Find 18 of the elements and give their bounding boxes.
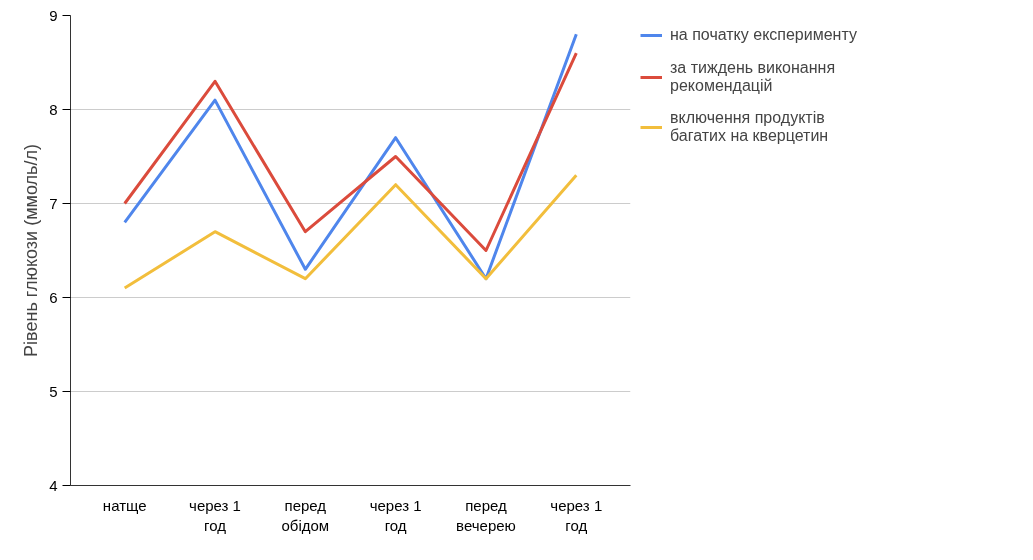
line-series	[123, 51, 578, 252]
y-tick-label: 9	[49, 6, 58, 24]
y-tick-label: 7	[49, 194, 58, 212]
legend-label: включення продуктів багатих на кверцетин	[670, 109, 829, 145]
y-axis-title: Рівень глюкози (ммоль/л)	[21, 144, 42, 357]
y-tick-label: 5	[49, 382, 58, 400]
y-tick-label: 6	[49, 288, 58, 306]
line-series	[123, 173, 578, 290]
x-tick-label: через 1 год	[369, 496, 422, 534]
y-tick-label: 8	[49, 100, 58, 118]
x-tick-label: через 1 год	[550, 496, 603, 534]
legend-label: на початку експерименту	[670, 26, 857, 44]
x-tick-label: через 1 год	[189, 496, 241, 534]
x-tick-label: натще	[102, 496, 147, 514]
x-tick-label: перед вечерею	[456, 496, 516, 534]
legend-label: за тиждень виконання рекомендацій	[670, 59, 836, 95]
x-tick-label: перед обідом	[281, 496, 330, 534]
y-tick-label: 4	[49, 476, 58, 494]
